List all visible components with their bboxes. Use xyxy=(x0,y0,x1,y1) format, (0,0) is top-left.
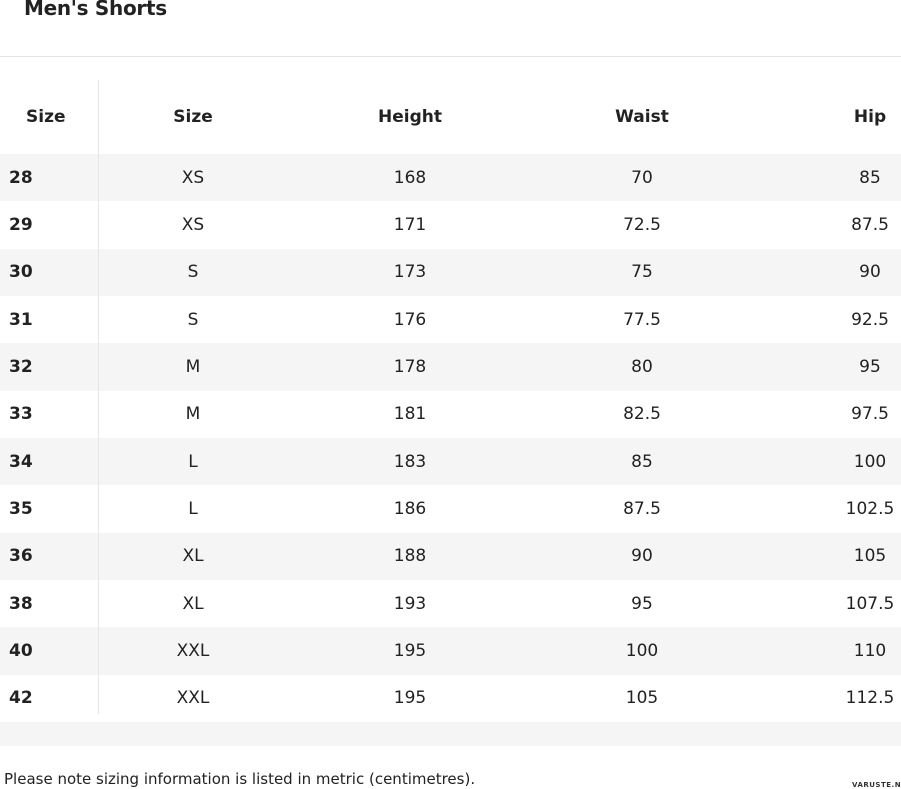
table-cell: 90 xyxy=(631,546,653,567)
table-cell: 173 xyxy=(393,262,427,283)
table-cell: M xyxy=(185,404,201,425)
table-cell: XXL xyxy=(176,640,210,661)
table-cell: 97.5 xyxy=(851,404,889,425)
title: Men's Shorts xyxy=(24,0,167,20)
table-row: 30 S 173 75 90 xyxy=(0,248,901,296)
table-cell: 193 xyxy=(393,593,427,614)
table-cell: 30 xyxy=(9,262,33,283)
table-row: 29 XS 171 72.5 87.5 xyxy=(0,201,901,248)
header-row: Size Size Height Waist Hip xyxy=(0,93,901,140)
table-cell: 85 xyxy=(631,451,653,472)
table-cell: 38 xyxy=(9,593,33,614)
table-footer-band xyxy=(0,722,901,746)
table-cell: 35 xyxy=(9,498,33,519)
separator xyxy=(0,56,901,57)
table-cell: Waist xyxy=(615,106,669,127)
footer-note: Please note sizing information is listed… xyxy=(4,770,476,788)
table-cell: S xyxy=(187,309,199,330)
watermark: VARUSTE.NET xyxy=(852,781,901,789)
table-cell: 178 xyxy=(393,356,427,377)
table-cell: 70 xyxy=(631,167,653,188)
table-cell: 107.5 xyxy=(845,593,895,614)
table-cell: 90 xyxy=(859,262,881,283)
table-cell: XS xyxy=(181,214,205,235)
table-cell: 181 xyxy=(393,404,427,425)
table-cell: 31 xyxy=(9,309,33,330)
table-row: 35 L 186 87.5 102.5 xyxy=(0,485,901,532)
table-cell: Hip xyxy=(853,106,887,127)
table-cell: 195 xyxy=(393,688,427,709)
table-row: 36 XL 188 90 105 xyxy=(0,532,901,580)
table-cell: 75 xyxy=(631,262,653,283)
table-cell: 77.5 xyxy=(623,309,661,330)
table-cell: L xyxy=(188,451,198,472)
table-row: 32 M 178 80 95 xyxy=(0,343,901,391)
table-row: 33 M 181 82.5 97.5 xyxy=(0,391,901,438)
table-cell: XL xyxy=(182,546,204,567)
table-cell: 110 xyxy=(853,640,887,661)
table-cell: M xyxy=(185,356,201,377)
table-row: 28 XS 168 70 85 xyxy=(0,154,901,202)
column-divider xyxy=(98,80,99,714)
table-cell: 40 xyxy=(9,640,33,661)
table-cell: 36 xyxy=(9,546,33,567)
table-cell: 72.5 xyxy=(623,214,661,235)
table-cell: 87.5 xyxy=(623,498,661,519)
table-cell: 85 xyxy=(859,167,881,188)
table-cell: 29 xyxy=(9,214,33,235)
table-cell: 87.5 xyxy=(851,214,889,235)
table-row: 38 XL 193 95 107.5 xyxy=(0,580,901,627)
table-cell: 171 xyxy=(393,214,427,235)
table-cell: Height xyxy=(378,106,442,127)
table-cell: 80 xyxy=(631,356,653,377)
table-cell: 32 xyxy=(9,356,33,377)
table-cell: 95 xyxy=(631,593,653,614)
table-cell: 28 xyxy=(9,167,33,188)
table-row: 42 XXL 195 105 112.5 xyxy=(0,675,901,722)
table-cell: 100 xyxy=(625,640,659,661)
table-cell: 188 xyxy=(393,546,427,567)
table-cell: 195 xyxy=(393,640,427,661)
table-cell: 95 xyxy=(859,356,881,377)
table-cell: 183 xyxy=(393,451,427,472)
table-cell: 100 xyxy=(853,451,887,472)
table-row: 40 XXL 195 100 110 xyxy=(0,627,901,675)
table-cell: 105 xyxy=(625,688,659,709)
table-cell: XL xyxy=(182,593,204,614)
table-cell: L xyxy=(188,498,198,519)
table-cell: 102.5 xyxy=(845,498,895,519)
table-cell: 34 xyxy=(9,451,33,472)
table-cell: Size xyxy=(26,106,66,127)
table-cell: XXL xyxy=(176,688,210,709)
table-cell: 42 xyxy=(9,688,33,709)
table-cell: XS xyxy=(181,167,205,188)
table-cell: 82.5 xyxy=(623,404,661,425)
table-cell: Size xyxy=(173,106,213,127)
table-cell: 176 xyxy=(393,309,427,330)
table-cell: 33 xyxy=(9,404,33,425)
table-row: 31 S 176 77.5 92.5 xyxy=(0,296,901,343)
table-cell: 168 xyxy=(393,167,427,188)
table-cell: S xyxy=(187,262,199,283)
table-cell: 105 xyxy=(853,546,887,567)
table-row: 34 L 183 85 100 xyxy=(0,437,901,486)
table-cell: 112.5 xyxy=(845,688,895,709)
table-cell: 186 xyxy=(393,498,427,519)
table-cell: 92.5 xyxy=(851,309,889,330)
